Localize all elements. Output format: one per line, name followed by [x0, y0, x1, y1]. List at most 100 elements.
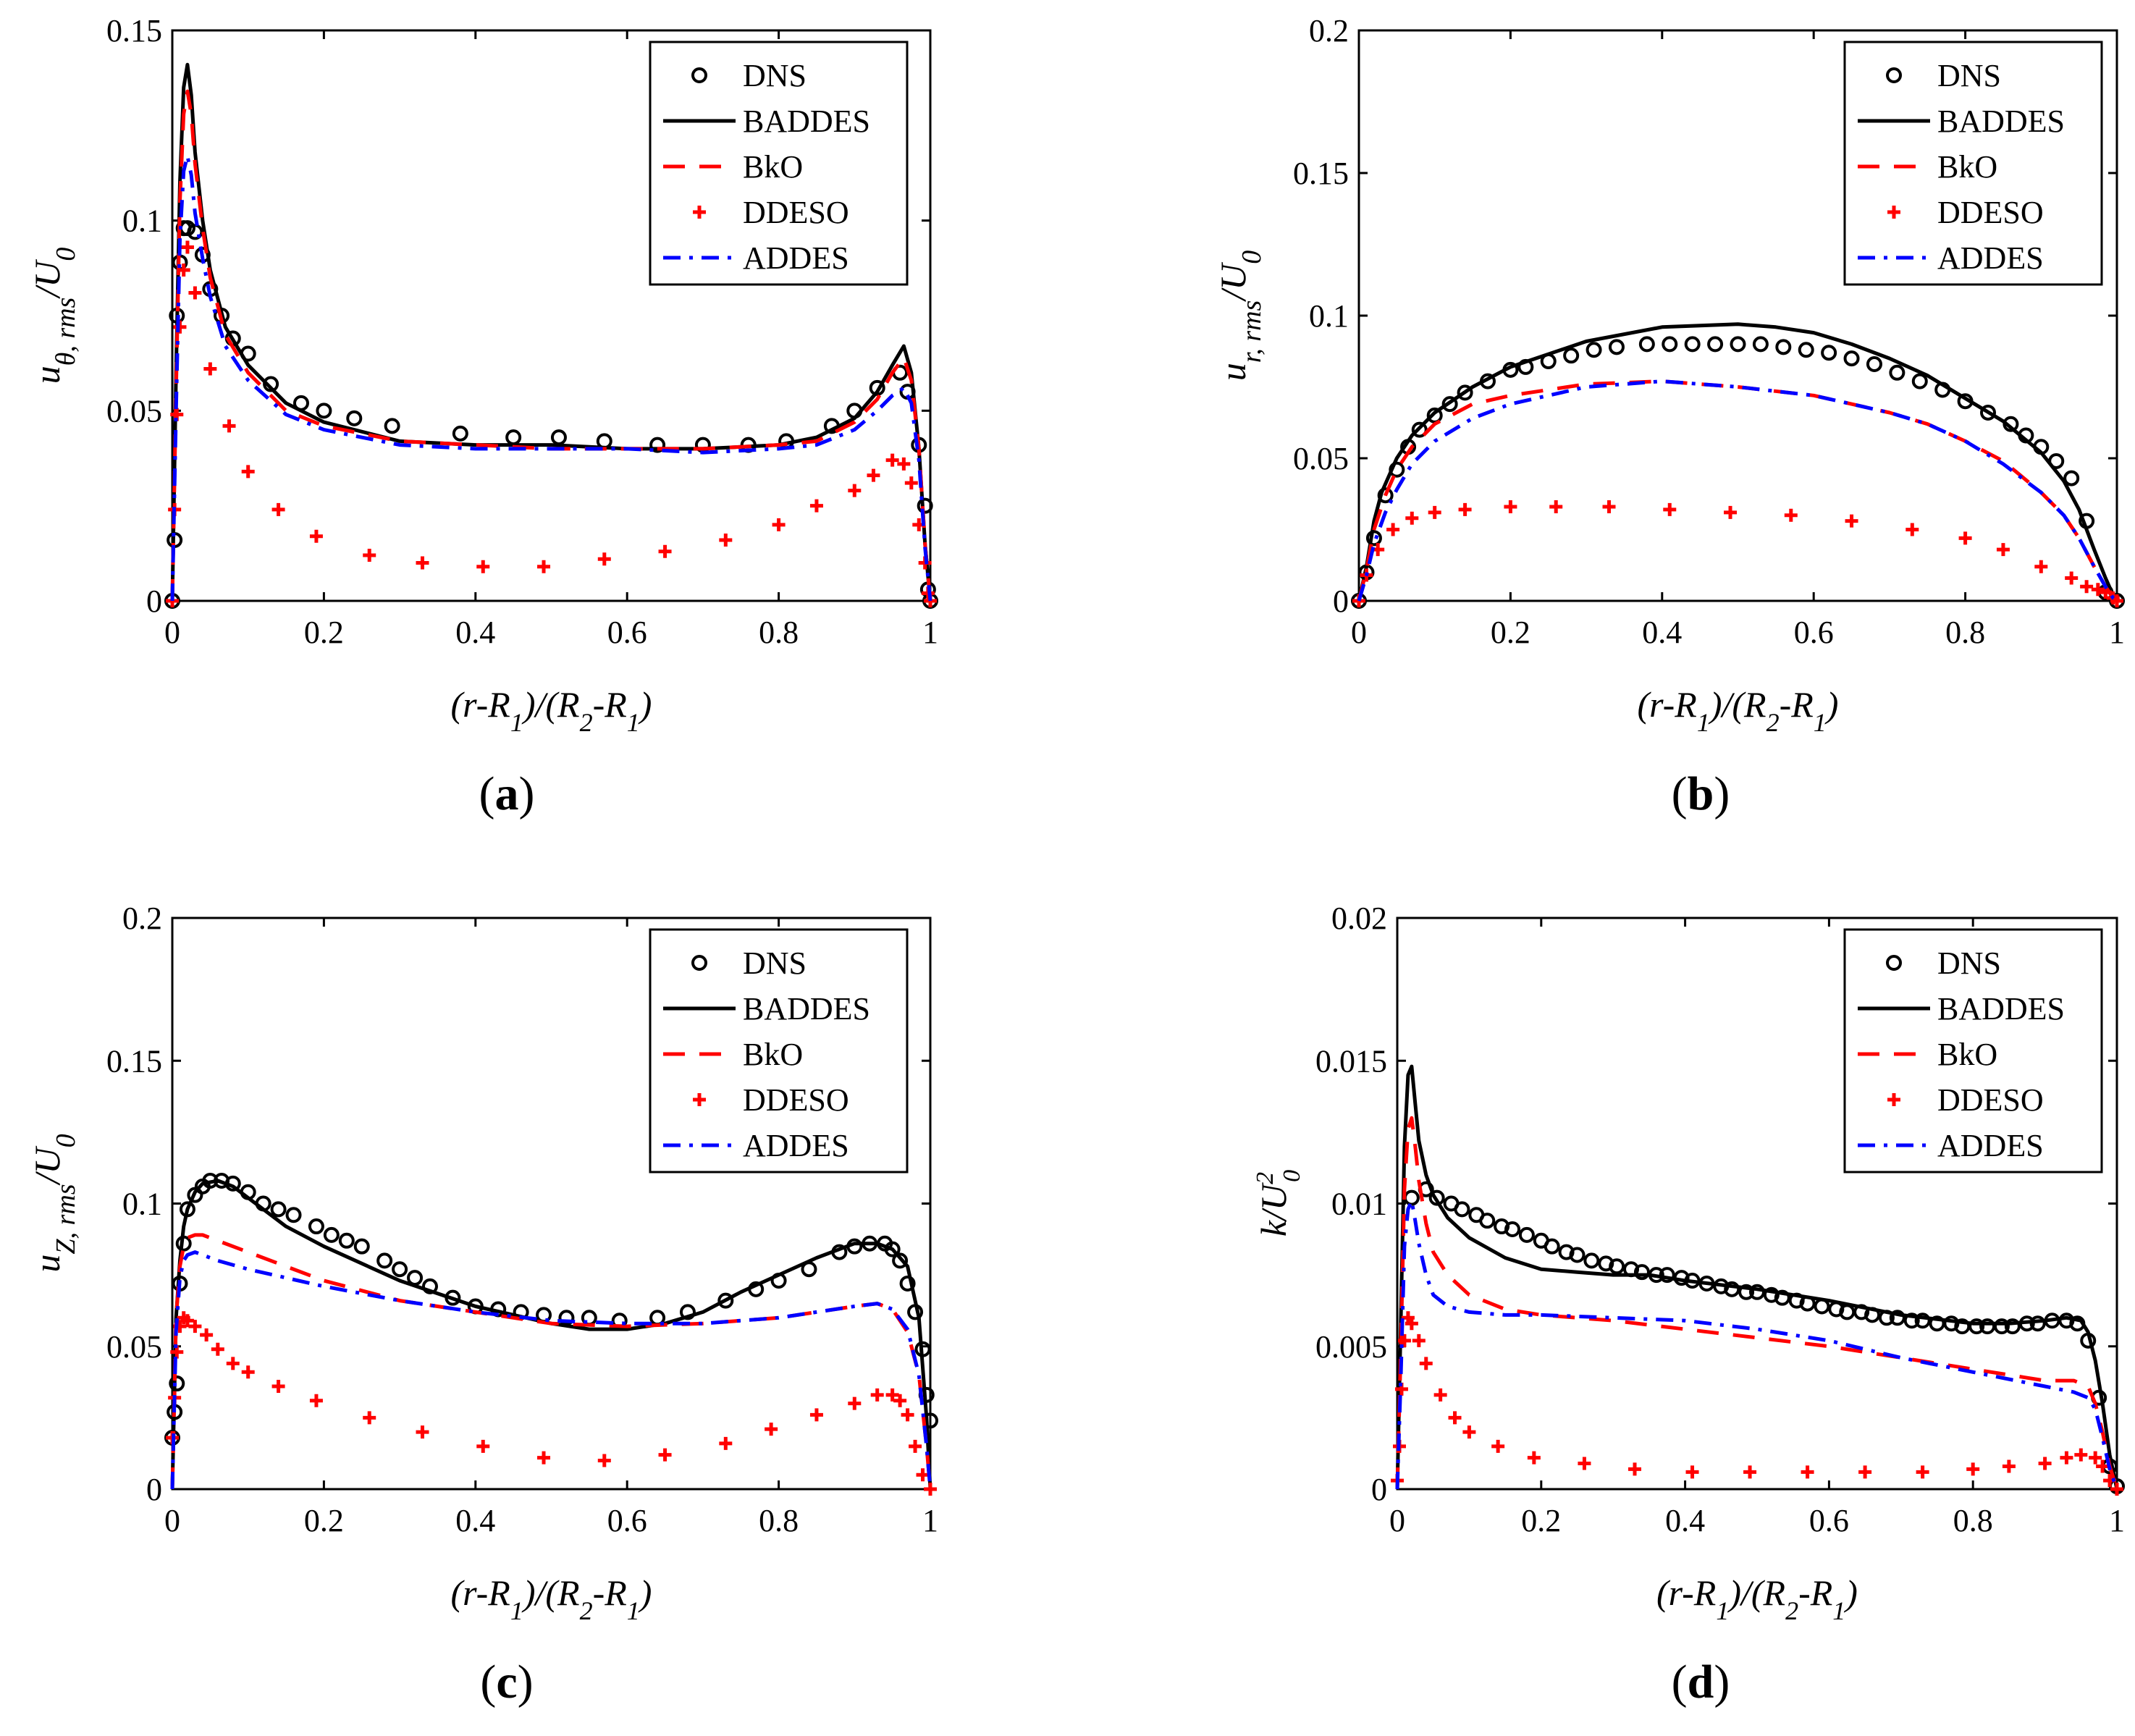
legend-label-ddeso: DDESO: [1937, 1082, 2044, 1118]
x-tick-label: 1: [2109, 615, 2125, 650]
ddeso-marker: [1724, 505, 1738, 519]
legend-ddeso-marker: [693, 1093, 706, 1106]
ddeso-marker: [809, 499, 823, 513]
dns-marker: [1730, 336, 1746, 353]
ddeso-marker: [772, 518, 786, 531]
series-baddes: [1357, 322, 2119, 602]
ddeso-marker: [1549, 500, 1563, 513]
x-tick-label: 0.2: [304, 1503, 344, 1538]
dns-marker: [1752, 336, 1769, 353]
ddeso-marker: [848, 484, 862, 497]
ddeso-marker: [226, 1357, 240, 1370]
legend-dns-marker: [691, 955, 707, 971]
x-axis-label: (r-R1)/(R2-R1): [1638, 684, 1839, 737]
series-addes-line: [1395, 1199, 2119, 1490]
series-bko-line: [1395, 1116, 2119, 1490]
series-baddes-line: [170, 62, 932, 602]
legend-label-addes: ADDES: [743, 1128, 849, 1163]
legend-label-ddeso: DDESO: [743, 1082, 849, 1118]
dns-marker: [1798, 342, 1814, 358]
ddeso-marker: [537, 560, 551, 573]
x-tick-label: 0.8: [759, 615, 799, 650]
dns-marker: [1738, 1284, 1755, 1300]
ddeso-marker: [924, 1483, 937, 1496]
series-baddes-line: [170, 1179, 932, 1490]
x-tick-label: 0.6: [1809, 1503, 1849, 1538]
y-tick-label: 0.15: [1293, 156, 1349, 191]
ddeso-marker: [870, 1388, 884, 1402]
x-tick-label: 0.6: [1794, 615, 1834, 650]
ddeso-marker: [1458, 502, 1472, 516]
ddeso-marker: [1858, 1465, 1872, 1479]
ddeso-marker: [2110, 594, 2123, 607]
y-tick-label: 0.015: [1315, 1043, 1387, 1079]
ddeso-marker: [1448, 1411, 1462, 1425]
ddeso-marker: [241, 465, 255, 479]
legend-box: [649, 41, 909, 286]
dns-marker: [1411, 421, 1428, 438]
x-tick-label: 0.2: [304, 615, 344, 650]
ddeso-marker: [241, 1365, 255, 1379]
legend-label-bko: BkO: [743, 149, 803, 185]
dns-marker: [1441, 396, 1458, 413]
dns-marker: [892, 1252, 909, 1269]
ddeso-marker: [1628, 1462, 1642, 1476]
y-tick-label: 0.05: [1293, 441, 1349, 476]
ddeso-marker: [222, 419, 236, 433]
dns-marker: [717, 1292, 734, 1309]
legend-ddeso-marker: [1887, 1093, 1900, 1106]
y-tick-label: 0: [1371, 1472, 1387, 1507]
ddeso-marker: [1685, 1465, 1699, 1479]
ddeso-marker: [476, 1439, 490, 1453]
legend-dns-marker: [691, 67, 707, 83]
y-tick-label: 0.02: [1331, 901, 1387, 936]
legend-label-baddes: BADDES: [743, 991, 870, 1027]
x-tick-label: 0.6: [607, 615, 647, 650]
legend-label-addes: ADDES: [1937, 240, 2044, 276]
x-tick-label: 1: [2109, 1503, 2125, 1538]
ddeso-marker: [2096, 1459, 2110, 1473]
legend-label-bko: BkO: [1937, 149, 1997, 185]
ddeso-marker: [271, 1379, 285, 1393]
ddeso-marker: [1578, 1457, 1591, 1470]
ddeso-marker: [1906, 523, 1919, 536]
ddeso-marker: [2002, 1459, 2016, 1473]
legend-label-bko: BkO: [743, 1037, 803, 1072]
dns-marker: [353, 1238, 370, 1255]
legend: DNS BADDES BkO DDESO ADDES: [1843, 41, 2103, 286]
legend-box: [649, 928, 909, 1174]
x-tick-label: 0.4: [1642, 615, 1682, 650]
ddeso-marker: [271, 502, 285, 516]
series-bko-line: [1357, 379, 2118, 602]
ddeso-marker: [885, 453, 899, 467]
series-bko-line: [170, 1233, 932, 1490]
dns-marker: [1843, 350, 1860, 367]
y-tick-label: 0.2: [1309, 13, 1349, 49]
panel-caption: (a): [479, 767, 535, 820]
ddeso-marker: [1958, 531, 1972, 545]
dns-marker: [1662, 336, 1678, 353]
x-axis-label: (r-R1)/(R2-R1): [1656, 1572, 1858, 1625]
x-tick-label: 0.8: [1953, 1503, 1993, 1538]
legend-label-dns: DNS: [743, 58, 807, 93]
ddeso-marker: [363, 548, 376, 562]
dns-marker: [1544, 1238, 1560, 1255]
ddeso-marker: [1966, 1462, 1980, 1476]
series-bko: [1357, 379, 2118, 602]
dns-marker: [1608, 339, 1625, 355]
ddeso-marker: [904, 476, 918, 490]
dns-marker: [263, 376, 279, 392]
dns-marker: [1457, 384, 1473, 401]
series-addes: [1395, 1199, 2119, 1490]
ddeso-marker: [765, 1423, 778, 1436]
y-tick-label: 0.15: [106, 13, 162, 49]
x-tick-label: 0: [164, 1503, 180, 1538]
legend-label-dns: DNS: [743, 945, 807, 981]
dns-marker: [2063, 470, 2080, 486]
dns-marker: [1479, 1213, 1496, 1229]
series-addes-line: [170, 153, 932, 602]
dns-marker: [1749, 1284, 1765, 1300]
ddeso-marker: [1428, 505, 1441, 519]
dns-marker: [1914, 1312, 1931, 1329]
x-tick-label: 1: [922, 615, 938, 650]
